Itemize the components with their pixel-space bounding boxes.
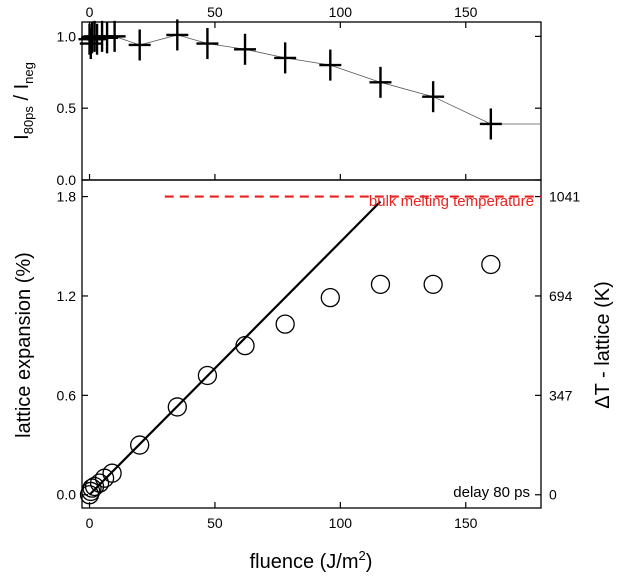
- bottom-data-point: [84, 476, 105, 497]
- top-plot-frame: [81, 21, 542, 181]
- top-data-point: [128, 29, 151, 61]
- right-y-axis-label: ΔT - lattice (K): [592, 281, 614, 408]
- linear-fit-line: [88, 200, 382, 496]
- top-marks: [78, 19, 541, 140]
- bottom-data-point: [167, 397, 187, 417]
- top-x-tick-label: 50: [207, 4, 223, 20]
- x-axis-label: fluence (J/m2): [250, 548, 373, 573]
- bottom-data-point: [235, 336, 255, 356]
- top-data-point: [274, 42, 297, 74]
- bottom-x-tick-label: 50: [207, 515, 223, 531]
- top-data-point: [79, 28, 102, 60]
- top-y-tick-label: 0.0: [57, 172, 77, 188]
- right-y-tick-label: 0: [549, 487, 557, 503]
- bottom-y-axis-label: lattice expansion (%): [13, 252, 35, 438]
- bottom-plot-frame: [81, 179, 542, 509]
- delay-annotation: delay 80 ps: [453, 484, 530, 501]
- top-x-tick-label: 150: [454, 4, 478, 20]
- x-label-main: fluence (J/m: [250, 551, 359, 573]
- bottom-data-point: [130, 435, 150, 455]
- top-y-label-sub1: 80ps: [21, 106, 36, 135]
- top-x-tick-label: 100: [329, 4, 353, 20]
- bottom-marks: [79, 195, 541, 505]
- top-data-point: [166, 19, 189, 51]
- top-y-label-sep: / I: [11, 84, 33, 106]
- bottom-data-point: [89, 473, 110, 493]
- top-panel: 0 50 100 150 0.0 0.5 1.0 I80ps / Ineg: [11, 4, 542, 188]
- top-y-label-sub2: neg: [21, 62, 36, 84]
- bottom-y-tick-label: 0.6: [57, 387, 77, 403]
- top-data-point: [422, 81, 445, 113]
- bottom-data-point: [320, 287, 340, 308]
- top-data-point: [479, 108, 502, 140]
- bottom-y-tick-label: 1.2: [57, 288, 77, 304]
- bottom-data-point: [197, 365, 218, 386]
- top-data-point: [369, 66, 392, 98]
- top-connecting-line: [89, 34, 541, 125]
- top-y-tick-label: 1.0: [57, 28, 77, 44]
- right-y-tick-label: 1041: [549, 189, 580, 205]
- bottom-data-point: [481, 254, 501, 275]
- bottom-y-tick-label: 1.8: [57, 189, 77, 205]
- bottom-x-tick-label: 100: [329, 515, 353, 531]
- x-label-sup: 2: [359, 548, 366, 563]
- bottom-data-point: [423, 274, 443, 295]
- bottom-data-point: [370, 274, 391, 295]
- bottom-ticks: 0 50 100 150 0.0 0.6 1.2 1.8 0 347 694 1041: [57, 189, 581, 531]
- top-data-point: [196, 28, 219, 60]
- top-y-tick-label: 0.5: [57, 100, 77, 116]
- bottom-x-tick-label: 150: [454, 515, 478, 531]
- melting-temperature-label: bulk melting temperature: [369, 193, 534, 210]
- bottom-x-tick-label: 0: [86, 515, 94, 531]
- top-x-tick-label: 0: [86, 4, 94, 20]
- top-ticks: 0 50 100 150 0.0 0.5 1.0: [57, 4, 541, 188]
- x-label-end: ): [366, 551, 373, 573]
- bottom-data-point: [102, 463, 122, 483]
- bottom-data-point: [275, 314, 295, 334]
- top-data-point: [103, 20, 126, 52]
- top-y-label-main: I: [11, 134, 33, 140]
- bottom-y-tick-label: 0.0: [57, 487, 77, 503]
- right-y-tick-label: 347: [549, 387, 573, 403]
- top-data-point: [234, 33, 257, 65]
- bottom-panel: 0 50 100 150 0.0 0.6 1.2 1.8 0 347 694 1041 lattice…: [13, 179, 614, 573]
- top-data-point: [86, 23, 109, 55]
- top-y-axis-label: I80ps / Ineg: [11, 62, 36, 140]
- top-data-point: [319, 49, 342, 81]
- right-y-tick-label: 694: [549, 288, 573, 304]
